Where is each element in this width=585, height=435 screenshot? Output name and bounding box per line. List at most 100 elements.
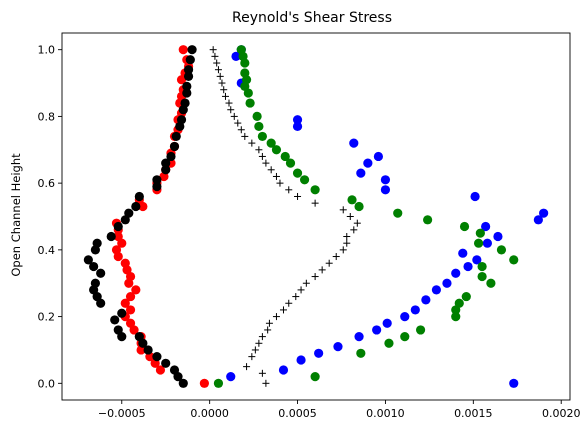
data-point-plus (272, 313, 280, 321)
data-point (310, 185, 320, 195)
data-point-plus (339, 246, 347, 254)
data-point (271, 145, 282, 155)
data-point (113, 231, 123, 242)
data-point-plus (285, 186, 293, 194)
data-point-plus (225, 99, 233, 107)
data-point (472, 255, 482, 265)
x-tick-label: 0.0005 (278, 407, 317, 420)
data-point (92, 238, 102, 248)
data-point-plus (343, 239, 351, 247)
y-axis-label: Open Channel Height (9, 153, 23, 277)
data-point (161, 358, 171, 368)
data-point (400, 332, 410, 342)
data-point (266, 138, 276, 148)
data-point (83, 255, 93, 265)
data-point-plus (279, 306, 287, 314)
data-point-plus (311, 199, 319, 207)
data-point-plus (227, 106, 235, 114)
data-point-plus (255, 146, 263, 154)
data-point (333, 342, 343, 352)
data-point (182, 88, 192, 98)
data-point (113, 325, 123, 335)
data-point (458, 248, 468, 258)
data-point (400, 311, 410, 322)
data-point-plus (276, 179, 284, 187)
data-point (380, 185, 391, 195)
data-point (310, 372, 320, 382)
data-point-plus (318, 266, 326, 274)
data-point (470, 191, 480, 202)
x-tick-label: 0.0020 (542, 407, 581, 420)
data-point (461, 291, 471, 302)
data-point-plus (241, 132, 249, 140)
data-point (183, 65, 194, 75)
data-point (372, 325, 382, 335)
data-point (363, 158, 373, 168)
data-point (245, 98, 255, 108)
y-tick-label: 0.4 (38, 244, 56, 257)
data-point (213, 378, 224, 388)
data-point (347, 195, 357, 205)
data-point (117, 308, 127, 318)
data-point (384, 338, 394, 348)
data-point (496, 245, 507, 255)
data-point (113, 221, 123, 232)
data-point (451, 311, 461, 322)
data-point-plus (211, 52, 219, 60)
data-point (89, 261, 99, 272)
data-point (134, 191, 144, 202)
y-tick-label: 0.8 (38, 110, 56, 123)
data-point (125, 318, 136, 328)
data-point (459, 221, 470, 232)
data-point (240, 68, 250, 78)
data-point (134, 332, 144, 342)
data-point (187, 45, 197, 55)
data-point (169, 365, 180, 375)
x-tick-label: 0.0015 (454, 407, 493, 420)
data-point-plus (258, 152, 266, 160)
data-point-plus (272, 172, 280, 180)
data-point (178, 378, 188, 388)
data-point (106, 231, 116, 242)
data-point (125, 291, 136, 302)
data-point-plus (237, 126, 245, 134)
series-0 (226, 45, 549, 388)
data-point-plus (339, 206, 347, 214)
data-point-plus (264, 326, 272, 334)
data-point (421, 295, 431, 305)
data-point-plus (311, 273, 319, 281)
data-point (410, 305, 420, 315)
data-point (349, 138, 359, 148)
data-point-plus (243, 363, 251, 371)
data-point-plus (209, 46, 217, 54)
data-point (152, 181, 162, 192)
data-point (431, 285, 442, 295)
data-point (296, 355, 306, 365)
data-point (236, 45, 246, 55)
data-point (161, 158, 171, 168)
data-point-plus (214, 66, 222, 74)
data-point-plus (353, 219, 361, 227)
axes-frame (61, 32, 571, 401)
data-point (280, 151, 290, 162)
data-point (226, 372, 236, 382)
x-tick-label: 0.0000 (190, 407, 229, 420)
data-point (125, 305, 136, 315)
series-3 (83, 45, 197, 388)
y-tick-label: 1.0 (38, 44, 56, 57)
data-point-plus (258, 333, 266, 341)
data-point (539, 208, 549, 218)
data-point (182, 81, 192, 91)
data-point-plus (218, 79, 226, 87)
data-point (120, 258, 130, 268)
data-point (254, 121, 264, 132)
data-point-plus (285, 299, 293, 307)
data-point (380, 175, 391, 185)
data-point (356, 168, 366, 178)
data-point-plus (292, 293, 300, 301)
data-point (96, 268, 106, 278)
data-point (477, 261, 487, 272)
data-point (475, 228, 485, 238)
data-point (314, 348, 324, 358)
